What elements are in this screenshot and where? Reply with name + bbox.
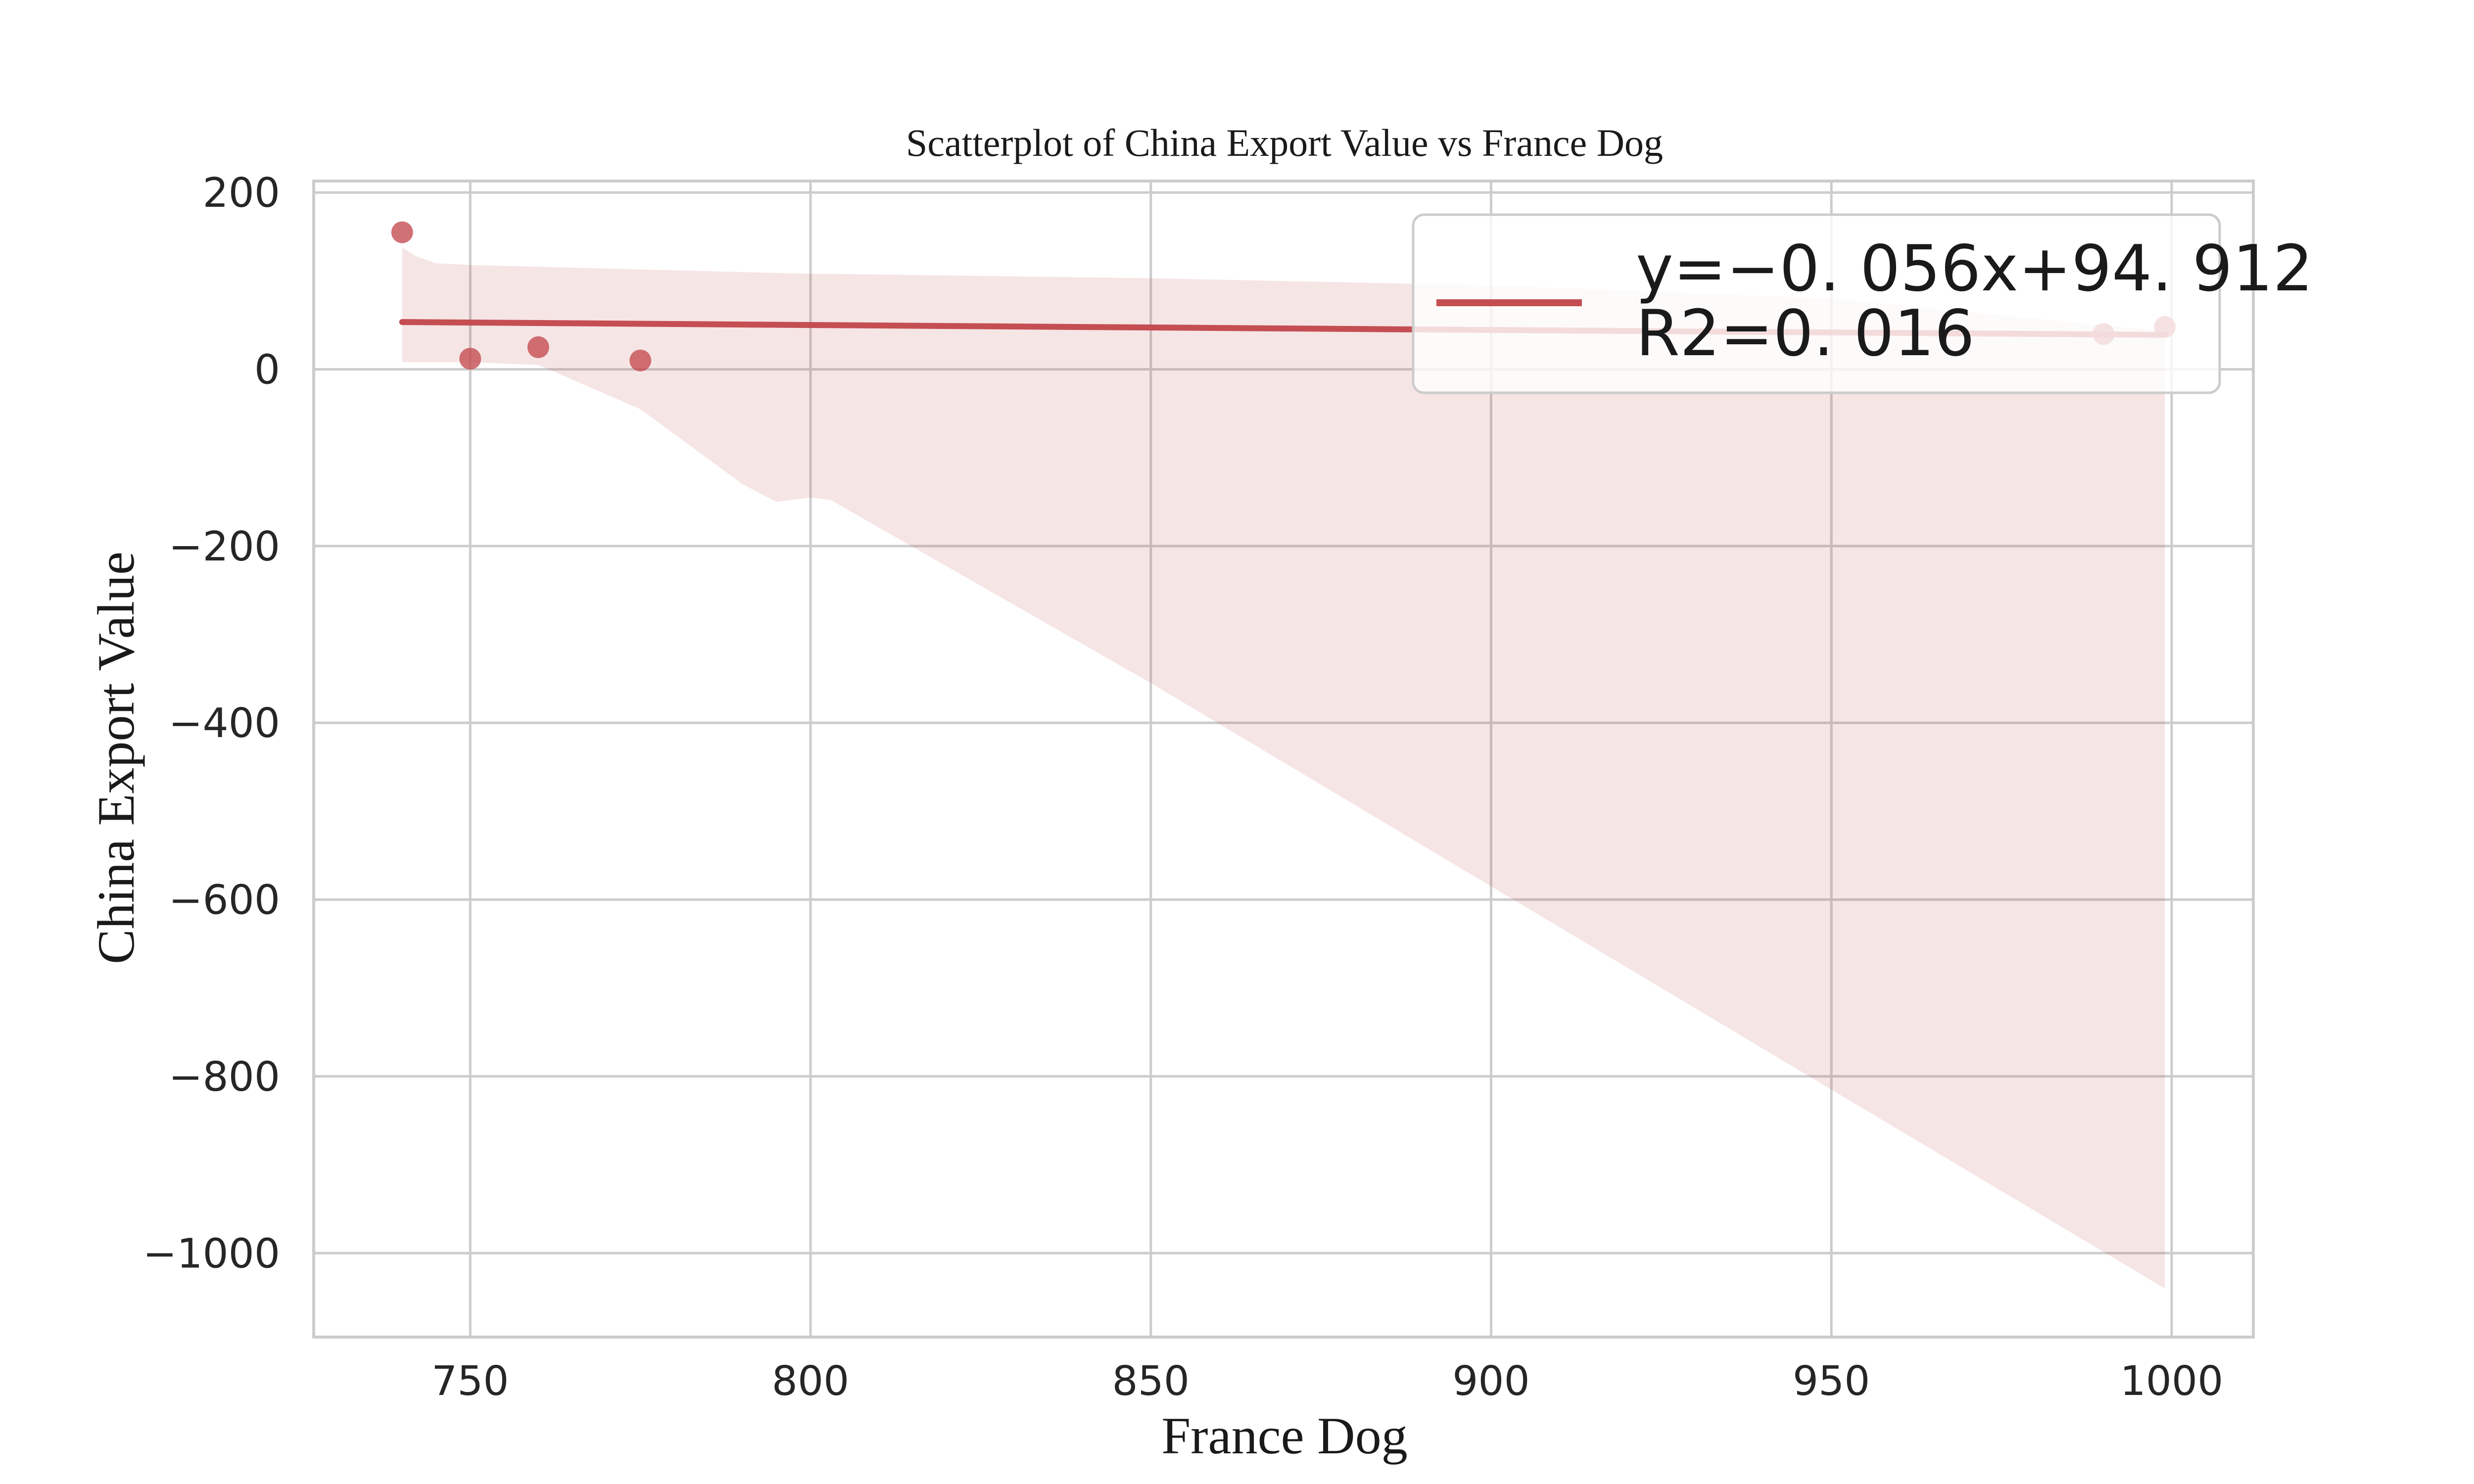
x-axis-label: France Dog xyxy=(1161,1407,1407,1465)
x-tick-label: 1000 xyxy=(2120,1358,2224,1405)
x-tick-label: 850 xyxy=(1112,1358,1190,1405)
y-tick-label: −600 xyxy=(169,877,280,924)
x-tick-label: 800 xyxy=(772,1358,850,1405)
y-tick-label: −400 xyxy=(169,700,280,747)
y-tick-label: −200 xyxy=(169,523,280,570)
data-point xyxy=(527,336,549,358)
legend-r-squared: R2=0. 016 xyxy=(1636,297,1975,371)
plot-frame xyxy=(312,180,2255,1339)
data-point xyxy=(459,348,481,370)
chart-title: Scatterplot of China Export Value vs Fra… xyxy=(906,121,1663,164)
y-tick-label: 200 xyxy=(202,170,280,217)
x-tick-label: 900 xyxy=(1452,1358,1530,1405)
data-point xyxy=(391,221,413,243)
confidence-band-layer xyxy=(402,247,2165,1289)
legend-equation: y=−0. 056x+94. 912 xyxy=(1636,232,2313,306)
y-axis-label: China Export Value xyxy=(87,552,145,964)
x-tick-label: 950 xyxy=(1793,1358,1870,1405)
confidence-band xyxy=(402,247,2165,1289)
y-tick-label: −1000 xyxy=(143,1230,280,1277)
data-point xyxy=(629,349,652,371)
x-tick-labels: 750 800 850 900 950 1000 xyxy=(431,1358,2223,1405)
x-tick-label: 750 xyxy=(431,1358,509,1405)
legend: y=−0. 056x+94. 912 R2=0. 016 xyxy=(1412,213,2313,394)
y-tick-label: 0 xyxy=(254,347,280,394)
legend-box xyxy=(1412,213,2221,394)
y-tick-labels: 200 0 −200 −400 −600 −800 −1000 xyxy=(143,170,280,1277)
y-tick-label: −800 xyxy=(169,1054,280,1101)
